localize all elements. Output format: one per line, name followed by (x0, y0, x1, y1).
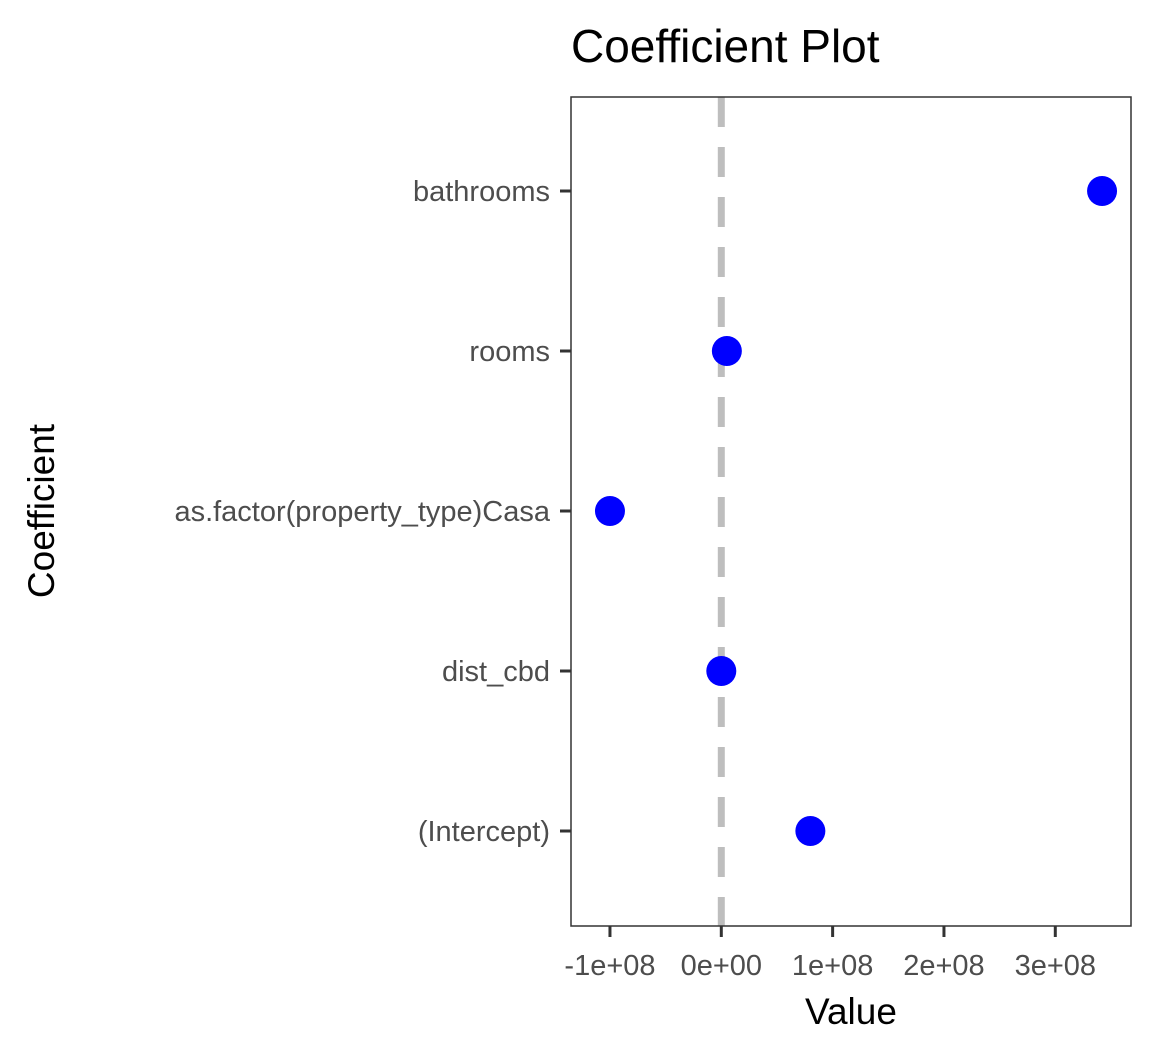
y-tick-label: (Intercept) (418, 816, 550, 848)
y-axis-title: Coefficient (21, 423, 62, 598)
coefficient-point (711, 336, 742, 366)
x-axis: -1e+08 0e+00 1e+08 2e+08 3e+08 (564, 926, 1096, 982)
y-axis: (Intercept) dist_cbd as.factor(property_ty… (174, 176, 571, 848)
x-tick-label: 0e+00 (681, 950, 762, 982)
y-tick-label: dist_cbd (442, 656, 550, 688)
coefficient-point (706, 656, 737, 686)
coefficient-point (1087, 176, 1118, 206)
x-tick-label: 1e+08 (792, 950, 873, 982)
y-tick-label: bathrooms (413, 176, 550, 208)
panel-border (570, 96, 1132, 927)
x-tick-label: 3e+08 (1015, 950, 1096, 982)
x-tick-label: -1e+08 (564, 950, 655, 982)
coefficient-point (594, 496, 625, 526)
chart-title: Coefficient Plot (571, 20, 880, 72)
coefficient-point (795, 816, 826, 846)
x-tick-label: 2e+08 (903, 950, 984, 982)
plot-panel (570, 96, 1132, 927)
x-axis-title: Value (805, 991, 897, 1032)
coefficient-points (594, 176, 1118, 846)
y-tick-label: as.factor(property_type)Casa (174, 496, 550, 528)
y-tick-label: rooms (469, 336, 550, 368)
